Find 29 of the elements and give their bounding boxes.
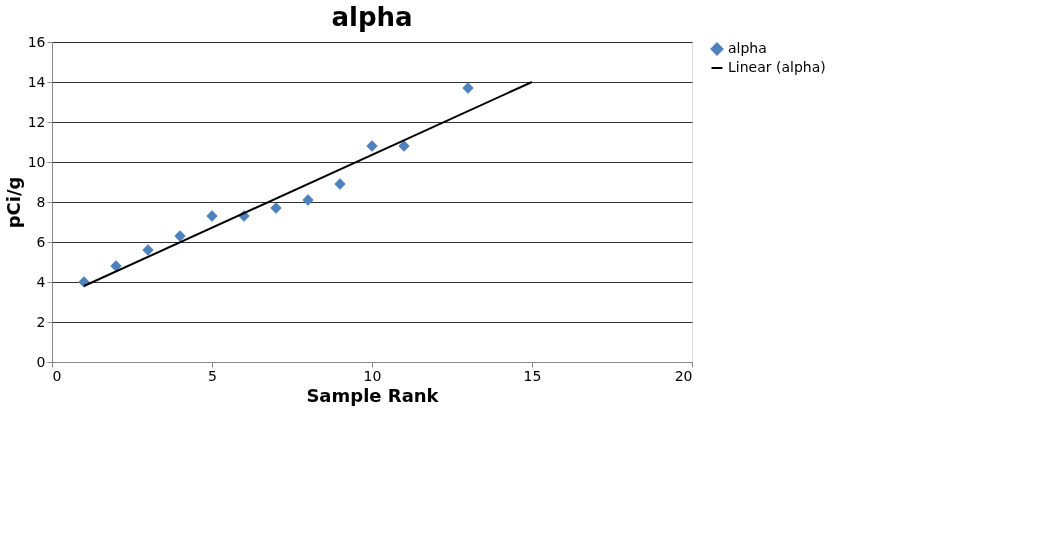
legend-label: alpha bbox=[728, 40, 767, 56]
x-tick-label: 5 bbox=[208, 367, 217, 384]
point bbox=[270, 202, 282, 214]
point bbox=[334, 178, 346, 190]
point bbox=[302, 194, 314, 206]
x-tick-label: 20 bbox=[674, 367, 693, 384]
x-tick-label: 10 bbox=[363, 367, 382, 384]
x-axis-title: Sample Rank bbox=[306, 384, 440, 406]
y-tick-label: 10 bbox=[27, 153, 46, 170]
y-axis-title: pCi/g bbox=[2, 176, 24, 229]
x-tick-label: 15 bbox=[523, 367, 542, 384]
point bbox=[142, 244, 154, 256]
point bbox=[174, 230, 186, 242]
x-tick-label: 0 bbox=[52, 367, 62, 384]
y-tick-label: 4 bbox=[36, 273, 46, 290]
point bbox=[366, 140, 378, 152]
y-tick-label: 8 bbox=[36, 193, 46, 210]
chart-title: alpha bbox=[331, 2, 413, 32]
legend-label: Linear (alpha) bbox=[728, 59, 826, 75]
point bbox=[206, 210, 218, 222]
y-tick-label: 0 bbox=[36, 353, 46, 370]
y-tick-label: 16 bbox=[27, 33, 46, 50]
y-tick-label: 12 bbox=[27, 113, 46, 130]
y-tick-label: 14 bbox=[27, 73, 46, 90]
y-tick-label: 2 bbox=[36, 313, 46, 330]
point bbox=[398, 140, 410, 152]
point bbox=[110, 260, 122, 272]
y-tick-label: 6 bbox=[36, 233, 46, 250]
point bbox=[462, 82, 474, 94]
